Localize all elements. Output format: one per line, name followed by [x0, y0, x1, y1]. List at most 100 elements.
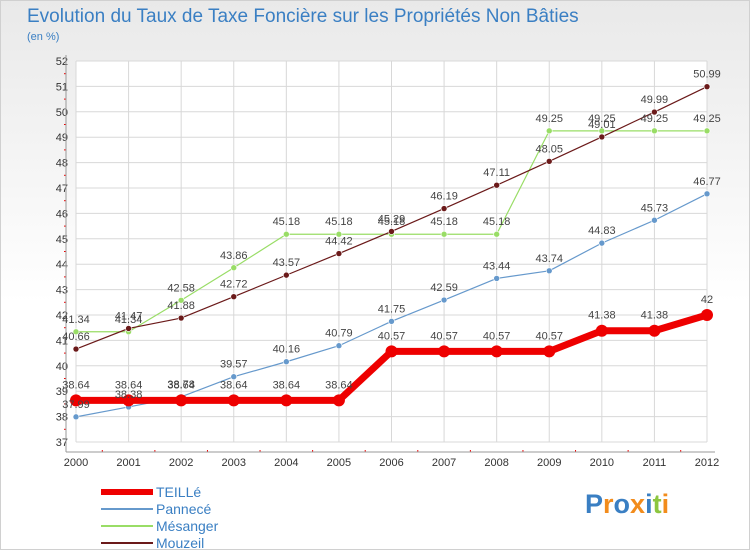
- data-label-teill: 40.57: [378, 330, 406, 342]
- y-tick-label: 39: [56, 386, 68, 398]
- y-tick-label: 40: [56, 361, 68, 373]
- data-label-msanger: 41.34: [62, 314, 90, 326]
- y-tick-label: 50: [56, 107, 68, 119]
- data-point-pannec: [545, 267, 553, 275]
- data-point-mouzeil: [388, 228, 395, 235]
- data-point-teill: [332, 394, 345, 407]
- data-point-mouzeil: [703, 83, 711, 90]
- data-point-pannec: [598, 239, 606, 247]
- data-label-msanger: 49.25: [588, 113, 616, 125]
- data-point-pannec: [335, 342, 343, 350]
- data-point-teill: [70, 394, 82, 407]
- data-point-pannec: [283, 358, 290, 366]
- data-label-pannec: 38.78: [167, 379, 195, 391]
- data-label-pannec: 43.44: [483, 260, 511, 272]
- data-label-msanger: 45.18: [483, 216, 511, 228]
- data-point-teill: [227, 394, 240, 407]
- data-label-teill: 40.57: [430, 330, 458, 342]
- y-tick-label: 41: [56, 335, 68, 347]
- data-point-teill: [595, 324, 608, 337]
- data-label-pannec: 43.74: [535, 253, 563, 265]
- data-point-pannec: [493, 275, 500, 282]
- data-point-msanger: [335, 230, 343, 238]
- data-point-mouzeil: [72, 345, 80, 353]
- data-label-pannec: 45.73: [641, 202, 669, 214]
- proxiti-logo: Proxiti: [585, 489, 670, 519]
- y-tick-label: 48: [56, 158, 68, 170]
- data-label-pannec: 46.77: [693, 176, 721, 188]
- x-tick-label: 2006: [379, 457, 403, 469]
- legend-swatch-teille: [101, 489, 153, 495]
- data-point-msanger: [72, 328, 80, 336]
- data-point-teill: [438, 345, 451, 358]
- legend-swatch-pannece: [101, 508, 153, 510]
- data-label-pannec: 40.16: [273, 344, 301, 356]
- data-label-msanger: 45.18: [325, 216, 353, 228]
- data-point-teill: [543, 345, 556, 358]
- x-tick-label: 2001: [116, 457, 140, 469]
- data-point-teill: [385, 345, 398, 358]
- data-point-pannec: [388, 318, 395, 325]
- data-label-msanger: 41.34: [115, 314, 143, 326]
- data-label-mouzeil: 40.66: [62, 331, 90, 343]
- data-label-pannec: 37.99: [62, 399, 90, 411]
- data-point-teill: [490, 345, 503, 358]
- data-label-mouzeil: 41.47: [115, 310, 143, 322]
- y-tick-label: 42: [56, 310, 68, 322]
- data-point-pannec: [440, 296, 448, 304]
- data-point-pannec: [651, 216, 658, 224]
- x-tick-label: 2003: [222, 457, 246, 469]
- data-label-pannec: 38.38: [115, 389, 143, 401]
- data-point-mouzeil: [125, 325, 132, 332]
- data-label-msanger: 45.18: [273, 216, 301, 228]
- data-point-pannec: [230, 373, 238, 381]
- x-tick-label: 2002: [169, 457, 193, 469]
- x-tick-label: 2004: [274, 457, 298, 469]
- data-point-msanger: [283, 230, 290, 238]
- data-point-msanger: [230, 264, 238, 272]
- legend-swatch-mesanger: [101, 525, 153, 527]
- data-point-mouzeil: [545, 158, 553, 165]
- legend-label-mouzeil: Mouzeil: [156, 535, 205, 551]
- y-tick-label: 44: [56, 259, 68, 271]
- data-label-teill: 38.64: [115, 379, 143, 391]
- y-tick-label: 47: [56, 183, 68, 195]
- data-point-teill: [280, 394, 293, 407]
- data-point-msanger: [493, 230, 500, 238]
- grid-layer: [75, 60, 708, 443]
- y-tick-label: 38: [56, 412, 68, 424]
- data-label-mouzeil: 49.01: [588, 119, 616, 131]
- legend-item-pannece: Pannecé: [101, 501, 321, 518]
- data-point-mouzeil: [177, 314, 185, 322]
- data-point-teill: [122, 394, 135, 407]
- data-point-mouzeil: [598, 133, 606, 141]
- chart-subtitle: (en %): [27, 31, 60, 43]
- data-point-mouzeil: [230, 293, 238, 301]
- data-point-pannec: [72, 413, 80, 421]
- y-tick-label: 49: [56, 132, 68, 144]
- data-label-pannec: 41.75: [378, 303, 406, 315]
- x-tick-label: 2010: [590, 457, 614, 469]
- data-point-msanger: [440, 230, 448, 238]
- data-point-mouzeil: [493, 181, 500, 189]
- data-label-msanger: 49.25: [535, 113, 563, 125]
- y-tick-label: 52: [56, 56, 68, 68]
- x-tick-label: 2000: [64, 457, 88, 469]
- data-label-teill: 40.57: [483, 330, 511, 342]
- data-label-teill: 40.57: [535, 330, 563, 342]
- data-label-msanger: 49.25: [641, 113, 669, 125]
- data-point-msanger: [651, 127, 658, 135]
- data-label-mouzeil: 46.19: [430, 191, 458, 203]
- data-point-mouzeil: [651, 108, 658, 116]
- legend-item-mesanger: Mésanger: [101, 518, 321, 535]
- x-tick-label: 2007: [432, 457, 456, 469]
- x-tick-label: 2009: [537, 457, 561, 469]
- data-label-msanger: 43.86: [220, 250, 248, 262]
- data-label-pannec: 39.57: [220, 359, 248, 371]
- data-label-mouzeil: 49.99: [641, 94, 669, 106]
- data-point-teill: [648, 324, 661, 337]
- x-tick-label: 2005: [327, 457, 351, 469]
- data-point-msanger: [545, 127, 553, 135]
